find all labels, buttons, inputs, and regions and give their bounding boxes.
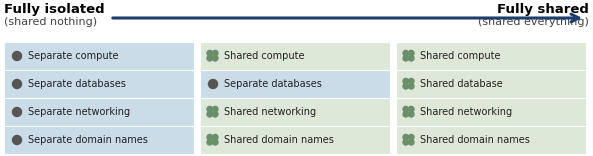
Text: Shared database: Shared database: [420, 79, 503, 89]
Circle shape: [409, 83, 414, 89]
Circle shape: [409, 134, 414, 140]
Text: Shared compute: Shared compute: [224, 51, 304, 61]
Bar: [396, 70, 586, 98]
Circle shape: [403, 139, 409, 145]
Circle shape: [403, 55, 409, 61]
Circle shape: [409, 111, 414, 117]
Circle shape: [207, 134, 213, 140]
Circle shape: [207, 111, 213, 117]
Circle shape: [207, 50, 213, 56]
Text: Separate databases: Separate databases: [28, 79, 126, 89]
Text: Separate domain names: Separate domain names: [28, 135, 148, 145]
Text: Shared compute: Shared compute: [420, 51, 500, 61]
Circle shape: [209, 80, 218, 88]
Bar: [396, 42, 586, 70]
Bar: [200, 98, 390, 126]
Circle shape: [12, 51, 21, 61]
Circle shape: [212, 111, 218, 117]
Circle shape: [207, 139, 213, 145]
Circle shape: [207, 55, 213, 61]
Circle shape: [403, 134, 409, 140]
Circle shape: [409, 106, 414, 112]
Circle shape: [403, 111, 409, 117]
Text: (shared nothing): (shared nothing): [4, 17, 97, 27]
Text: Shared domain names: Shared domain names: [420, 135, 530, 145]
Circle shape: [409, 50, 414, 56]
Text: Shared networking: Shared networking: [420, 107, 512, 117]
Circle shape: [12, 107, 21, 117]
Bar: [200, 42, 390, 70]
Circle shape: [212, 50, 218, 56]
Bar: [200, 70, 390, 98]
Circle shape: [409, 139, 414, 145]
Circle shape: [409, 78, 414, 84]
Circle shape: [403, 50, 409, 56]
Text: Separate databases: Separate databases: [224, 79, 322, 89]
Bar: [4, 126, 194, 154]
Circle shape: [403, 83, 409, 89]
Text: (shared everything): (shared everything): [478, 17, 589, 27]
Circle shape: [212, 134, 218, 140]
Text: Fully shared: Fully shared: [497, 3, 589, 16]
Circle shape: [212, 139, 218, 145]
Text: Shared domain names: Shared domain names: [224, 135, 334, 145]
Circle shape: [212, 55, 218, 61]
Circle shape: [207, 106, 213, 112]
Circle shape: [409, 55, 414, 61]
Text: Fully isolated: Fully isolated: [4, 3, 104, 16]
Circle shape: [403, 78, 409, 84]
Bar: [4, 70, 194, 98]
Bar: [200, 126, 390, 154]
Text: Shared networking: Shared networking: [224, 107, 316, 117]
Text: Separate compute: Separate compute: [28, 51, 119, 61]
Bar: [396, 126, 586, 154]
Bar: [4, 98, 194, 126]
Circle shape: [12, 80, 21, 88]
Circle shape: [212, 106, 218, 112]
Circle shape: [403, 106, 409, 112]
Bar: [4, 42, 194, 70]
Circle shape: [12, 136, 21, 144]
Text: Separate networking: Separate networking: [28, 107, 130, 117]
Bar: [396, 98, 586, 126]
